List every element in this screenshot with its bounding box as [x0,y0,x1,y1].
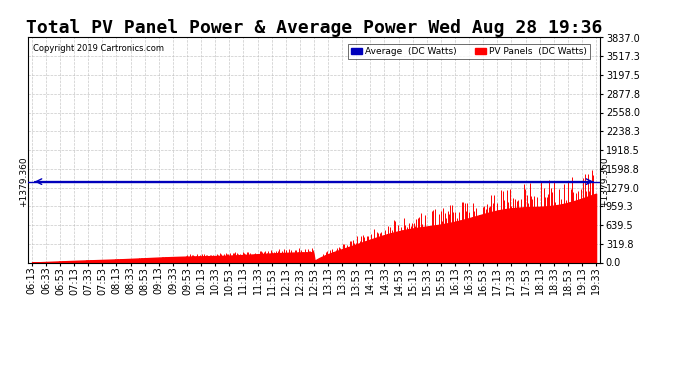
Legend: Average  (DC Watts), PV Panels  (DC Watts): Average (DC Watts), PV Panels (DC Watts) [348,44,590,58]
Title: Total PV Panel Power & Average Power Wed Aug 28 19:36: Total PV Panel Power & Average Power Wed… [26,20,602,38]
Text: Copyright 2019 Cartronics.com: Copyright 2019 Cartronics.com [33,44,164,53]
Text: +1379.360: +1379.360 [19,156,28,207]
Text: +1379.360: +1379.360 [600,156,609,207]
